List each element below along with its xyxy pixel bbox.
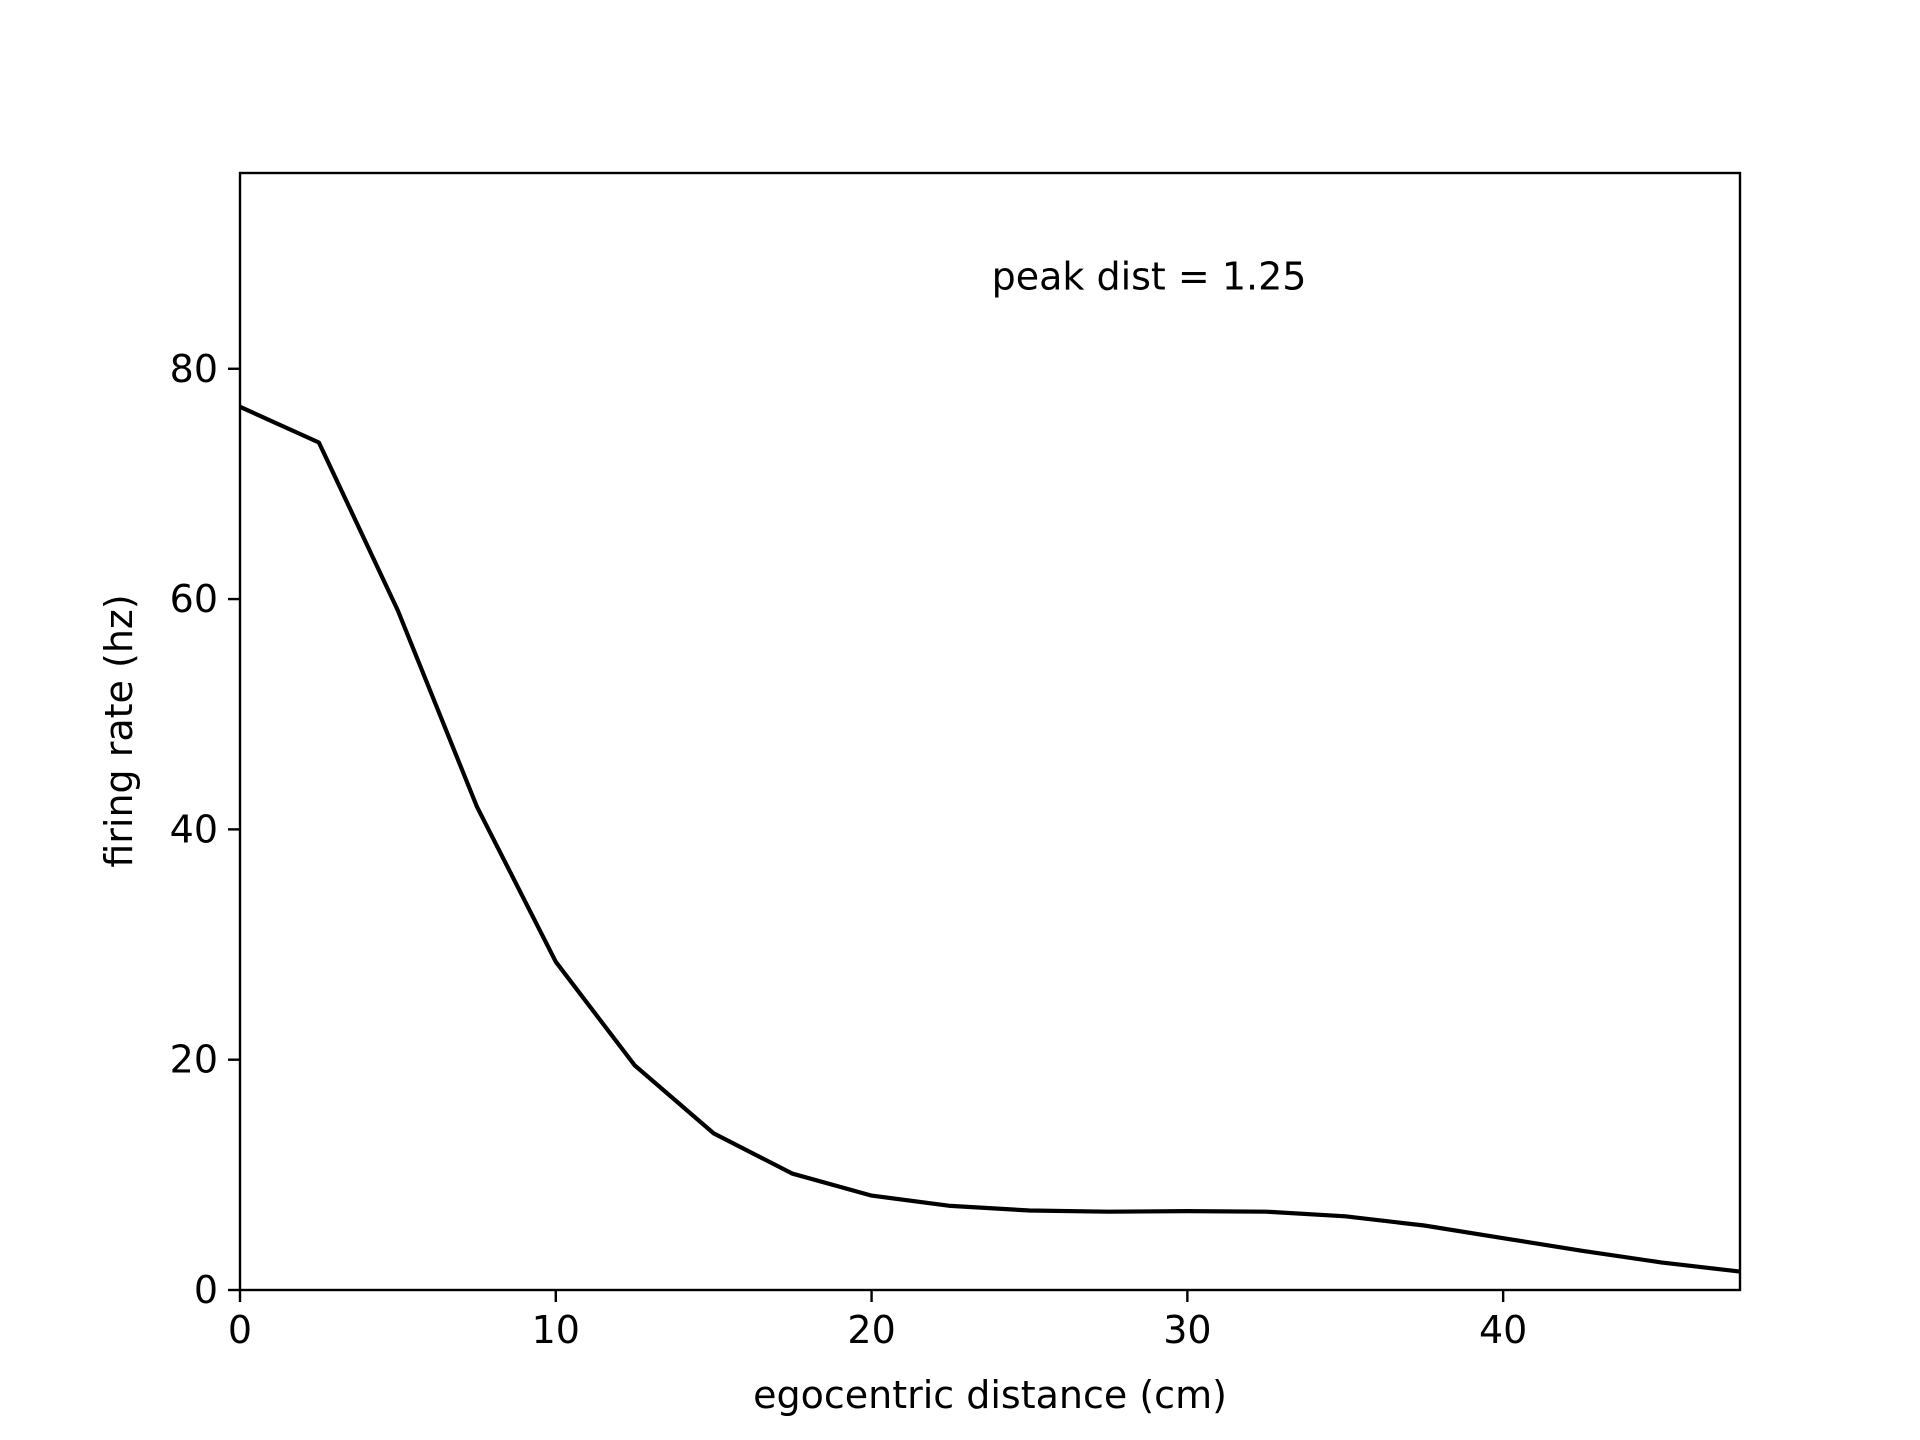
y-tick-label: 80 [170, 347, 218, 391]
y-tick-label: 40 [170, 807, 218, 851]
x-axis: 0 10 20 30 40 [228, 1290, 1527, 1352]
x-tick-label: 40 [1479, 1308, 1527, 1352]
x-tick-label: 20 [847, 1308, 895, 1352]
plot-area [240, 173, 1740, 1290]
y-tick-label: 60 [170, 577, 218, 621]
peak-annotation: peak dist = 1.25 [992, 255, 1307, 299]
x-tick-label: 30 [1163, 1308, 1211, 1352]
series-layer [239, 404, 1741, 1274]
y-tick-label: 0 [194, 1268, 218, 1312]
series-line-0 [239, 404, 1741, 1274]
axes-frame [238, 171, 1742, 1292]
x-axis-label: egocentric distance (cm) [753, 1373, 1227, 1417]
x-tick-label: 10 [532, 1308, 580, 1352]
y-tick-label: 20 [170, 1038, 218, 1082]
x-tick-label: 0 [228, 1308, 252, 1352]
y-axis: 0 20 40 60 80 [170, 347, 240, 1312]
y-axis-label: firing rate (hz) [97, 594, 141, 867]
